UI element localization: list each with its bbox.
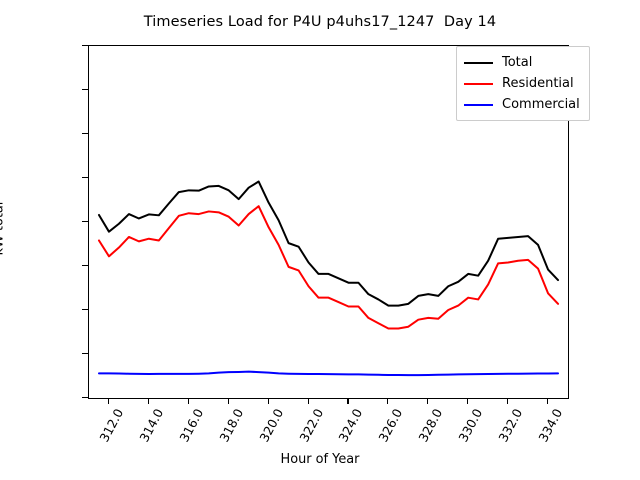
x-tick-label: 322.0 [295, 406, 326, 445]
x-tick-label: 316.0 [176, 406, 207, 445]
x-tick-label: 320.0 [255, 406, 286, 445]
legend-swatch-commercial [464, 103, 493, 106]
x-tick-label: 312.0 [96, 406, 127, 445]
legend-label: Commercial [502, 97, 580, 112]
legend-swatch-total [464, 61, 493, 64]
series-line-commercial [97, 370, 560, 377]
chart-title: Timeseries Load for P4U p4uhs17_1247 Day… [143, 14, 497, 30]
x-tick-label: 334.0 [535, 406, 566, 445]
x-tick-label: 328.0 [415, 406, 446, 445]
x-tick-label: 326.0 [375, 406, 406, 445]
x-axis-label: Hour of Year [280, 452, 360, 467]
series-lines [97, 180, 560, 377]
chart-legend: Total Residential Commercial [456, 46, 590, 121]
legend-item-total[interactable]: Total [464, 52, 580, 73]
legend-label: Residential [502, 76, 574, 91]
series-line-total [97, 180, 560, 307]
legend-swatch-residential [464, 82, 493, 85]
legend-item-commercial[interactable]: Commercial [464, 94, 580, 115]
x-tick-label: 318.0 [216, 406, 246, 445]
x-tick-label: 330.0 [455, 406, 486, 445]
x-tick-label: 314.0 [136, 406, 167, 445]
x-tick-label: 324.0 [335, 406, 366, 445]
legend-label: Total [502, 55, 533, 70]
series-line-residential [97, 205, 560, 330]
y-axis-label: kW total [0, 201, 7, 256]
legend-item-residential[interactable]: Residential [464, 73, 580, 94]
x-tick-label: 332.0 [495, 406, 526, 445]
